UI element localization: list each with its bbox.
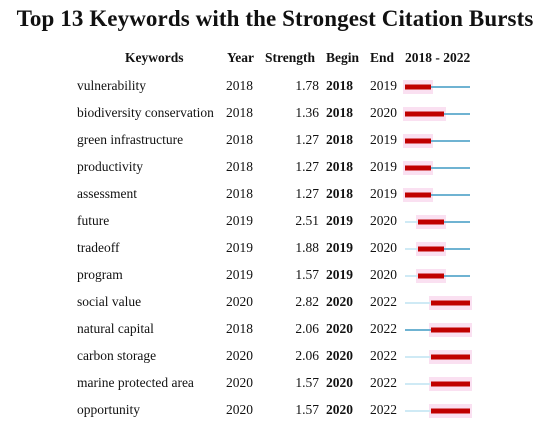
- begin-cell: 2018: [326, 159, 353, 174]
- header-keywords: Keywords: [125, 50, 184, 65]
- burst-bar: [405, 192, 431, 198]
- year-cell: 2018: [226, 159, 253, 174]
- keyword-cell: vulnerability: [77, 78, 146, 93]
- begin-cell: 2018: [326, 132, 353, 147]
- strength-cell: 1.57: [295, 267, 319, 282]
- strength-cell: 2.06: [295, 348, 319, 363]
- keyword-cell: assessment: [77, 186, 137, 201]
- begin-cell: 2020: [326, 294, 353, 309]
- header-end: End: [370, 50, 395, 65]
- year-cell: 2019: [226, 213, 253, 228]
- burst-bar: [431, 408, 470, 414]
- keyword-cell: green infrastructure: [77, 132, 184, 147]
- burst-bar: [418, 219, 444, 225]
- begin-cell: 2018: [326, 78, 353, 93]
- year-cell: 2018: [226, 78, 253, 93]
- burst-bar: [431, 381, 470, 387]
- end-cell: 2020: [370, 213, 397, 228]
- keyword-cell: opportunity: [77, 402, 140, 417]
- strength-cell: 2.82: [295, 294, 319, 309]
- keyword-cell: social value: [77, 294, 142, 309]
- burst-bar: [431, 354, 470, 360]
- end-cell: 2022: [370, 375, 397, 390]
- header-range: 2018 - 2022: [405, 50, 471, 65]
- chart-title: Top 13 Keywords with the Strongest Citat…: [16, 6, 534, 31]
- burst-bar: [405, 165, 431, 171]
- strength-cell: 1.57: [295, 402, 319, 417]
- year-cell: 2018: [226, 132, 253, 147]
- end-cell: 2020: [370, 267, 397, 282]
- year-cell: 2019: [226, 267, 253, 282]
- year-cell: 2020: [226, 348, 253, 363]
- burst-bar: [431, 327, 470, 333]
- end-cell: 2022: [370, 294, 397, 309]
- year-cell: 2018: [226, 186, 253, 201]
- strength-cell: 1.27: [295, 159, 319, 174]
- year-cell: 2020: [226, 294, 253, 309]
- keyword-cell: marine protected area: [77, 375, 194, 390]
- burst-bar: [405, 111, 444, 117]
- strength-cell: 2.06: [295, 321, 319, 336]
- end-cell: 2020: [370, 240, 397, 255]
- keyword-cell: biodiversity conservation: [77, 105, 214, 120]
- end-cell: 2022: [370, 348, 397, 363]
- end-cell: 2019: [370, 159, 397, 174]
- keyword-cell: carbon storage: [77, 348, 157, 363]
- strength-cell: 1.27: [295, 186, 319, 201]
- year-cell: 2019: [226, 240, 253, 255]
- strength-cell: 1.36: [295, 105, 319, 120]
- burst-bar: [418, 246, 444, 252]
- header-begin: Begin: [326, 50, 360, 65]
- begin-cell: 2020: [326, 375, 353, 390]
- end-cell: 2022: [370, 402, 397, 417]
- strength-cell: 1.57: [295, 375, 319, 390]
- year-cell: 2018: [226, 321, 253, 336]
- keyword-cell: productivity: [77, 159, 143, 174]
- end-cell: 2019: [370, 78, 397, 93]
- burst-bar: [405, 138, 431, 144]
- keyword-cell: natural capital: [77, 321, 154, 336]
- header-strength: Strength: [265, 50, 316, 65]
- begin-cell: 2020: [326, 321, 353, 336]
- begin-cell: 2018: [326, 105, 353, 120]
- end-cell: 2019: [370, 186, 397, 201]
- strength-cell: 2.51: [295, 213, 319, 228]
- year-cell: 2020: [226, 375, 253, 390]
- keyword-cell: future: [77, 213, 110, 228]
- begin-cell: 2019: [326, 213, 353, 228]
- strength-cell: 1.27: [295, 132, 319, 147]
- strength-cell: 1.78: [295, 78, 319, 93]
- keyword-cell: program: [77, 267, 123, 282]
- keyword-cell: tradeoff: [77, 240, 120, 255]
- burst-bar: [431, 300, 470, 306]
- year-cell: 2018: [226, 105, 253, 120]
- end-cell: 2019: [370, 132, 397, 147]
- begin-cell: 2020: [326, 402, 353, 417]
- year-cell: 2020: [226, 402, 253, 417]
- burst-bar: [405, 84, 431, 90]
- begin-cell: 2018: [326, 186, 353, 201]
- end-cell: 2022: [370, 321, 397, 336]
- begin-cell: 2019: [326, 267, 353, 282]
- burst-bar: [418, 273, 444, 279]
- header-year: Year: [227, 50, 254, 65]
- begin-cell: 2020: [326, 348, 353, 363]
- strength-cell: 1.88: [295, 240, 319, 255]
- begin-cell: 2019: [326, 240, 353, 255]
- end-cell: 2020: [370, 105, 397, 120]
